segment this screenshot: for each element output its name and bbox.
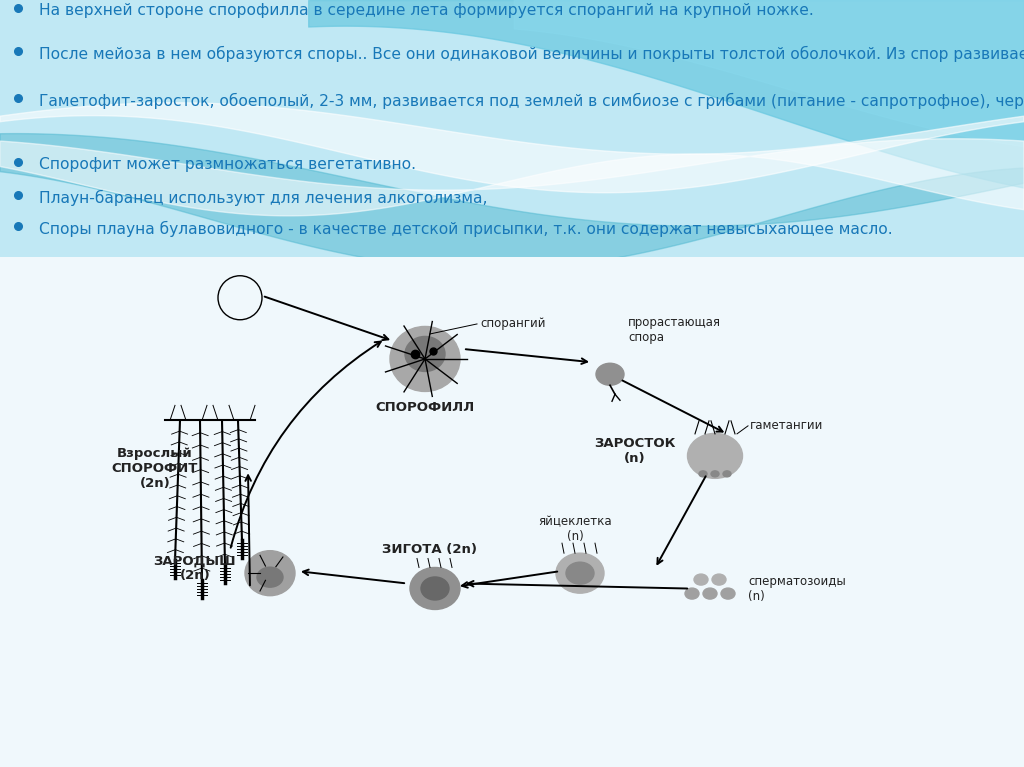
Text: ЗАРОСТОК
(n): ЗАРОСТОК (n) — [594, 437, 676, 465]
Ellipse shape — [712, 574, 726, 585]
Ellipse shape — [721, 588, 735, 599]
Text: ЗАРОДЫШ
(2n): ЗАРОДЫШ (2n) — [154, 555, 237, 582]
Text: Гаметофит-заросток, обоеполый, 2-3 мм, развивается под землей в симбиозе с гриба: Гаметофит-заросток, обоеполый, 2-3 мм, р… — [39, 93, 1024, 109]
Text: ЗИГОТА (2n): ЗИГОТА (2n) — [383, 544, 477, 557]
Text: спорангий: спорангий — [480, 318, 546, 331]
Ellipse shape — [566, 562, 594, 584]
Text: сперматозоиды
(n): сперматозоиды (n) — [748, 574, 846, 603]
Ellipse shape — [245, 551, 295, 596]
Ellipse shape — [694, 574, 708, 585]
Text: прорастающая
спора: прорастающая спора — [628, 316, 721, 344]
Ellipse shape — [596, 364, 624, 385]
Ellipse shape — [723, 471, 731, 477]
Text: После мейоза в нем образуются споры.. Все они одинаковой величины и покрыты толс: После мейоза в нем образуются споры.. Вс… — [39, 46, 1024, 62]
Ellipse shape — [421, 577, 449, 600]
Text: СПОРОФИЛЛ: СПОРОФИЛЛ — [376, 401, 475, 414]
Text: Споры плауна булавовидного - в качестве детской присыпки, т.к. они содержат невы: Споры плауна булавовидного - в качестве … — [39, 221, 893, 237]
Text: Плаун-баранец используют для лечения алкоголизма,: Плаун-баранец используют для лечения алк… — [39, 190, 487, 206]
Text: Спорофит может размножаться вегетативно.: Спорофит может размножаться вегетативно. — [39, 156, 416, 172]
Ellipse shape — [406, 337, 445, 371]
Ellipse shape — [711, 471, 719, 477]
Text: Взрослый
СПОРОФИТ
(2n): Взрослый СПОРОФИТ (2n) — [112, 447, 199, 490]
Ellipse shape — [257, 567, 283, 588]
Ellipse shape — [556, 553, 604, 593]
Ellipse shape — [687, 433, 742, 479]
Ellipse shape — [703, 588, 717, 599]
Text: На верхней стороне спорофилла в середине лета формируется спорангий на крупной н: На верхней стороне спорофилла в середине… — [39, 2, 814, 18]
Text: гаметангии: гаметангии — [750, 420, 823, 433]
Ellipse shape — [699, 471, 707, 477]
Ellipse shape — [685, 588, 699, 599]
Text: яйцеклетка
(n): яйцеклетка (n) — [539, 515, 611, 543]
Ellipse shape — [410, 568, 460, 610]
Ellipse shape — [390, 327, 460, 391]
